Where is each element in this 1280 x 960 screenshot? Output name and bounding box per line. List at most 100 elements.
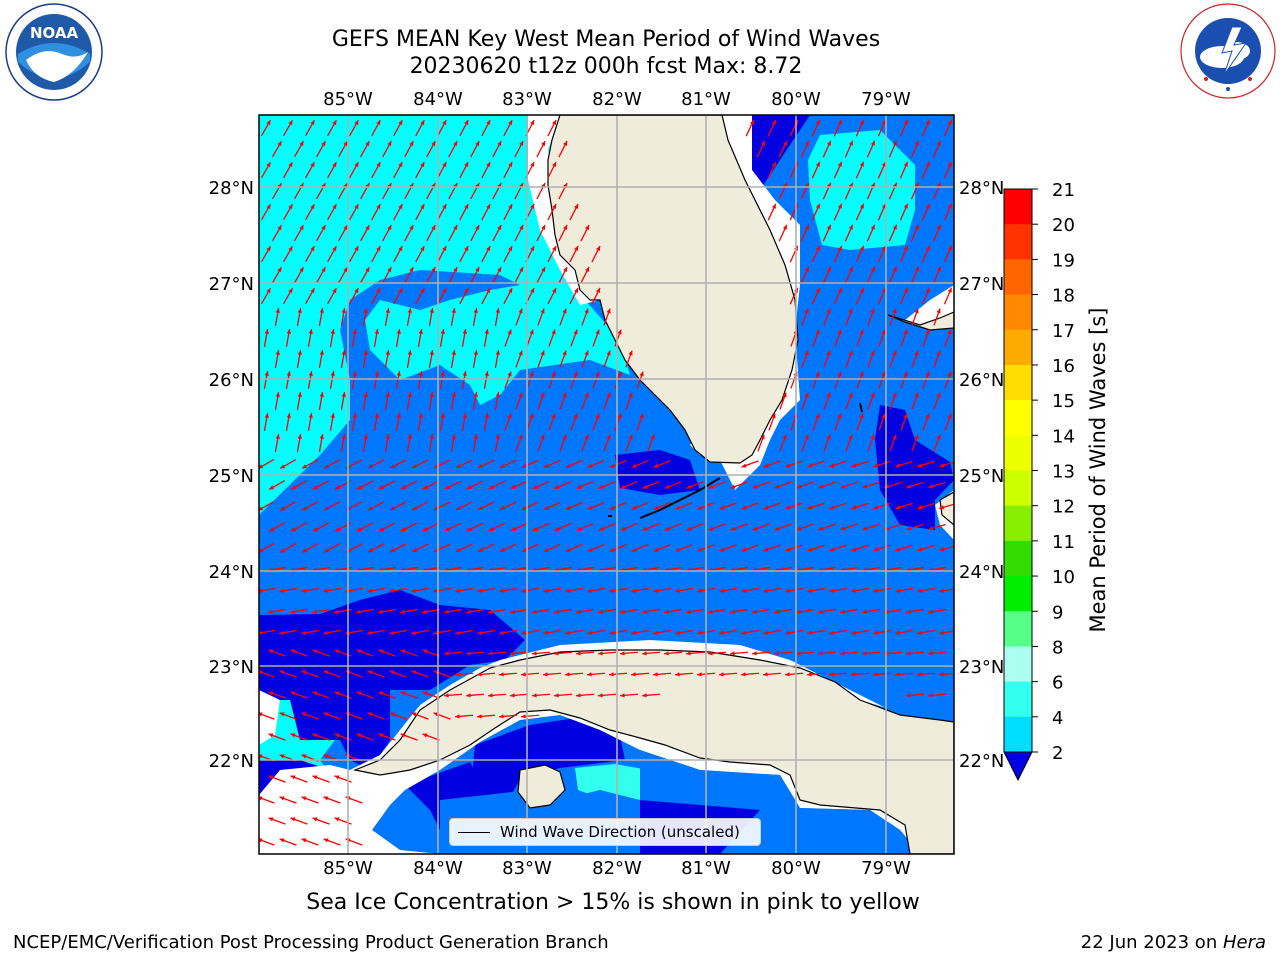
wind-wave-arrow [917, 460, 935, 468]
wind-wave-arrow [807, 502, 825, 510]
wind-wave-arrow [259, 796, 275, 804]
wind-wave-arrow [845, 308, 853, 326]
wind-wave-arrow [428, 308, 434, 326]
wind-wave-arrow [878, 371, 886, 389]
wind-wave-arrow [547, 287, 557, 305]
wind-wave-arrow [910, 266, 920, 284]
lon-tick-label: 81°W [681, 858, 731, 879]
wind-wave-arrow [867, 308, 875, 326]
wind-wave-arrow [933, 308, 941, 326]
wind-wave-arrow [811, 287, 821, 305]
wind-wave-arrow [822, 266, 832, 284]
wind-wave-arrow [415, 161, 425, 179]
wind-wave-arrow [933, 434, 941, 452]
wind-wave-arrow [631, 587, 649, 593]
wind-wave-arrow [323, 629, 341, 635]
colorbar-under-extension [1003, 751, 1033, 782]
wind-wave-arrow [499, 629, 517, 635]
wind-wave-arrow [367, 501, 385, 511]
wind-wave-arrow [592, 329, 600, 347]
wind-wave-arrow [855, 245, 865, 263]
wind-wave-arrow [521, 587, 539, 593]
wind-wave-arrow [356, 608, 374, 614]
chart-title: GEFS MEAN Key West Mean Period of Wind W… [331, 27, 881, 52]
wind-wave-arrow [570, 413, 578, 431]
wind-wave-arrow [910, 140, 920, 158]
wind-wave-arrow [444, 608, 462, 614]
wind-wave-arrow [455, 587, 473, 593]
wind-wave-arrow [360, 266, 370, 284]
wind-wave-arrow [741, 587, 759, 593]
wind-wave-arrow [301, 670, 319, 678]
wind-wave-arrow [296, 308, 302, 326]
wind-wave-arrow [378, 480, 396, 490]
wind-wave-arrow [323, 543, 341, 553]
wind-wave-arrow [905, 693, 925, 698]
wind-wave-arrow [400, 522, 418, 532]
wind-wave-arrow [817, 651, 837, 656]
wind-wave-arrow [664, 523, 682, 531]
lon-tick-label: 81°W [681, 89, 731, 110]
wind-wave-arrow [279, 838, 297, 846]
wind-wave-arrow [867, 392, 875, 410]
wind-wave-arrow [455, 629, 473, 635]
lat-tick-label: 22°N [959, 751, 1004, 772]
wind-wave-arrow [461, 329, 467, 347]
wind-wave-arrow [481, 161, 491, 179]
wind-wave-arrow [503, 119, 513, 137]
wind-wave-arrow [367, 712, 385, 720]
wind-wave-arrow [466, 480, 484, 490]
wind-wave-arrow [932, 224, 942, 242]
colorbar-tick-label: 12 [1052, 497, 1075, 518]
wind-wave-arrow [543, 459, 561, 469]
wind-wave-arrow [389, 501, 407, 511]
colorbar-tick-label: 8 [1052, 637, 1063, 658]
wind-wave-arrow [862, 481, 880, 489]
wind-wave-arrow [488, 608, 506, 614]
wind-wave-arrow [558, 224, 568, 242]
wind-wave-arrow [895, 544, 913, 552]
wind-wave-arrow [844, 224, 854, 242]
wind-wave-arrow [404, 140, 414, 158]
wind-wave-arrow [340, 350, 346, 368]
wind-wave-arrow [422, 522, 440, 532]
wind-wave-arrow [290, 733, 308, 741]
wind-wave-arrow [850, 672, 870, 677]
wind-wave-arrow [895, 629, 913, 635]
wind-wave-arrow [636, 371, 644, 389]
wind-wave-arrow [829, 502, 847, 510]
colorbar-tick-label: 6 [1052, 673, 1063, 694]
wind-wave-arrow [603, 392, 611, 410]
wind-wave-arrow [459, 119, 469, 137]
wind-wave-arrow [349, 245, 359, 263]
wind-wave-arrow [393, 287, 403, 305]
wind-wave-arrow [888, 140, 898, 158]
wind-wave-arrow [807, 629, 825, 635]
colorbar-segment [1004, 435, 1032, 471]
wind-wave-arrow [411, 629, 429, 635]
wind-wave-arrow [439, 329, 445, 347]
wind-wave-arrow [371, 119, 381, 137]
wind-wave-arrow [351, 371, 357, 389]
wind-wave-arrow [260, 161, 272, 179]
wind-wave-arrow [719, 544, 737, 552]
wind-wave-arrow [554, 480, 572, 490]
wind-wave-arrow [481, 287, 491, 305]
wind-wave-arrow [895, 587, 913, 593]
wind-wave-arrow [307, 371, 313, 389]
wind-wave-arrow [293, 224, 305, 242]
wind-wave-arrow [867, 434, 875, 452]
wind-wave-arrow [477, 501, 495, 511]
lon-tick-label: 82°W [592, 858, 642, 879]
wind-wave-arrow [829, 587, 847, 593]
wind-wave-arrow [795, 651, 815, 656]
wind-wave-arrow [360, 224, 370, 242]
wind-wave-arrow [889, 392, 897, 410]
wind-wave-arrow [899, 161, 909, 179]
wind-wave-arrow [389, 670, 407, 678]
wind-wave-arrow [877, 161, 887, 179]
wind-wave-arrow [481, 119, 491, 137]
wind-wave-arrow [685, 651, 705, 656]
wind-wave-arrow [417, 371, 423, 389]
wind-wave-arrow [395, 329, 401, 347]
